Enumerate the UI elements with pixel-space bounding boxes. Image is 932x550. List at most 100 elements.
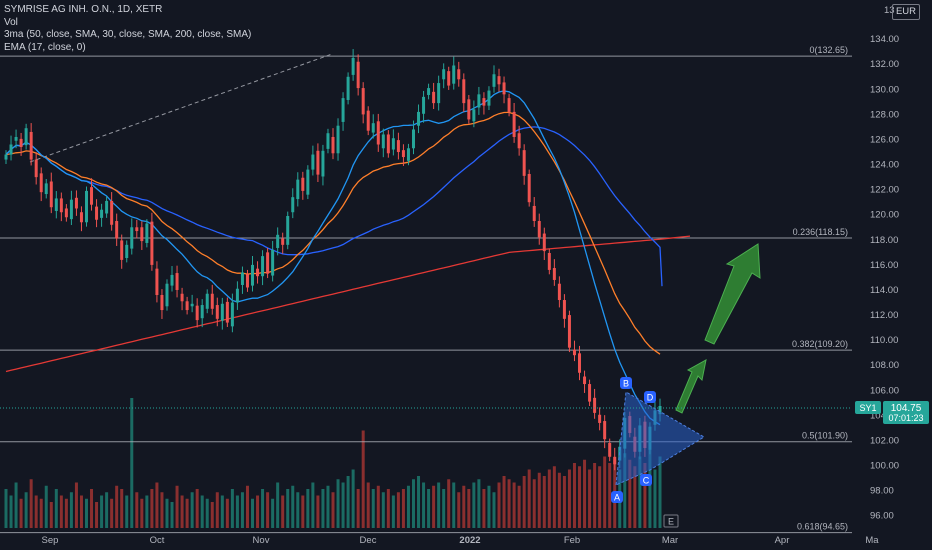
candle-body [578,353,582,373]
volume-bar [286,489,290,528]
candle-body [532,205,536,222]
candle-body [311,154,315,170]
volume-bar [44,485,48,528]
candle-body [79,212,83,223]
volume-bar [155,482,159,528]
candle-body [185,301,189,311]
volume-bar [452,482,456,528]
sma-30-line [5,90,661,426]
y-tick-label: 116.00 [870,260,898,271]
volume-bar [14,482,18,528]
candle-body [497,76,501,85]
moving-averages [5,90,691,426]
volume-bar [391,495,395,528]
volume-bar [331,492,335,528]
volume-bar [537,472,541,528]
candle-body [19,138,23,148]
volume-bar [39,498,43,528]
volume-bar [281,495,285,528]
candle-body [64,208,68,218]
volume-bar [658,456,662,528]
candle-body [140,227,144,242]
candle-body [24,128,28,146]
green-arrow-large [704,243,761,345]
candle-body [331,136,335,154]
pattern-marker-label: C [643,476,650,486]
candle-body [562,300,566,319]
volume-bar [336,479,340,528]
candle-body [281,238,285,245]
pattern-triangle [615,391,705,486]
candle-body [220,303,224,321]
candle-body [180,293,184,302]
candle-body [59,198,63,213]
sma-200-line [5,235,691,373]
pattern-marker-label: B [623,379,629,389]
pattern-marker-d [644,391,656,403]
candle-body [502,82,506,95]
volume-bar [633,466,637,528]
volume-bar [271,498,275,528]
volume-bar [235,495,239,528]
candle-body [200,305,204,319]
volume-bar [341,482,345,528]
candle-body [235,288,239,303]
x-tick-label: Feb [564,535,580,546]
x-tick-label: 2022 [459,535,480,546]
candle-body [442,69,446,80]
volume-bar [648,450,652,528]
volume-bar [507,479,511,528]
candle-body [316,150,320,175]
volume-bar [225,498,229,528]
candle-body [135,227,139,232]
y-tick-label: 106.00 [870,385,899,396]
y-tick-label: 112.00 [870,310,898,321]
candle-body [381,134,385,149]
volume-bar [205,498,209,528]
pattern-marker-c [640,474,652,486]
candle-body [588,384,592,402]
volume-bar [462,485,466,528]
volume-bar [316,495,320,528]
candle-body [49,181,53,208]
volume-bar [472,482,476,528]
currency-badge[interactable]: EUR [892,4,920,20]
candle-body [542,233,546,252]
volume-bar [4,489,8,528]
volume-bar [417,476,421,528]
volume-bar [437,482,441,528]
candle-body [105,200,109,214]
volume-bar [562,476,566,528]
volume-bar [593,463,597,528]
pattern-marker-label: D [647,393,654,403]
candle-body [572,349,576,356]
candle-body [557,283,561,301]
volume-bar [79,495,83,528]
volume-bar [432,485,436,528]
volume-bar [24,492,28,528]
candle-body [356,61,360,89]
volume-bar [145,495,149,528]
candle-body [613,456,617,465]
volume-bar [628,459,632,528]
volume-bar [643,463,647,528]
volume-bar [120,489,124,528]
volume-bar [411,479,415,528]
candle-body [165,283,169,307]
volume-bar [552,466,556,528]
volume-bar [100,495,104,528]
volume-bar [105,492,109,528]
volume-bar [492,492,496,528]
candle-body [110,200,114,225]
pattern-marker-b [620,377,632,389]
candle-body [150,221,154,265]
volume-bar [623,453,627,528]
y-tick-label: 122.00 [870,185,899,196]
volume-bar [230,489,234,528]
volume-bar [371,489,375,528]
volume-bar [567,469,571,528]
x-tick-label: Mar [662,535,678,546]
candle-body [608,442,612,457]
candle-body [411,129,415,149]
